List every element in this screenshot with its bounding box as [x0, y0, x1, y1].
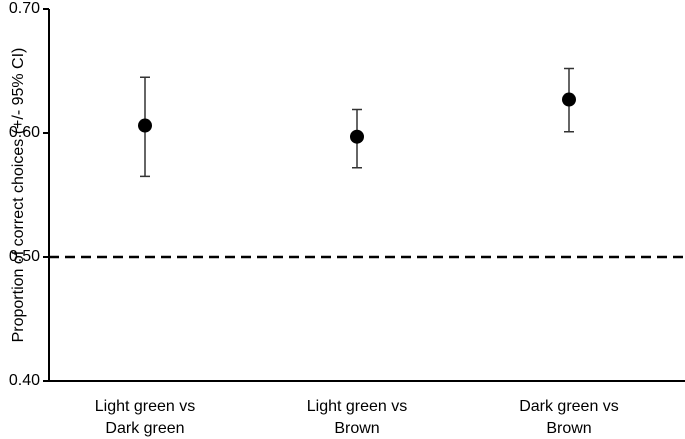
x-tick-label-line: Brown: [334, 420, 379, 437]
point: [350, 129, 364, 144]
y-tick-label: 0.70: [9, 0, 40, 17]
x-tick-label-line: Dark green: [105, 420, 184, 437]
y-axis-label: Proportion of correct choices (+/- 95% C…: [10, 48, 27, 343]
y-tick-label: 0.60: [9, 124, 40, 141]
x-tick-label: Light green vs Dark green: [95, 398, 196, 437]
point: [138, 118, 152, 133]
point: [562, 92, 576, 107]
x-tick-label-line: Brown: [546, 420, 591, 437]
x-tick-label-line: Dark green vs: [519, 398, 619, 415]
y-tick-label: 0.50: [9, 248, 40, 265]
x-tick-label-line: Light green vs: [307, 398, 408, 415]
y-tick-label: 0.40: [9, 372, 40, 389]
x-tick-label-line: Light green vs: [95, 398, 196, 415]
x-tick-label: Dark green vs Brown: [519, 398, 619, 437]
x-tick-label: Light green vs Brown: [307, 398, 408, 437]
